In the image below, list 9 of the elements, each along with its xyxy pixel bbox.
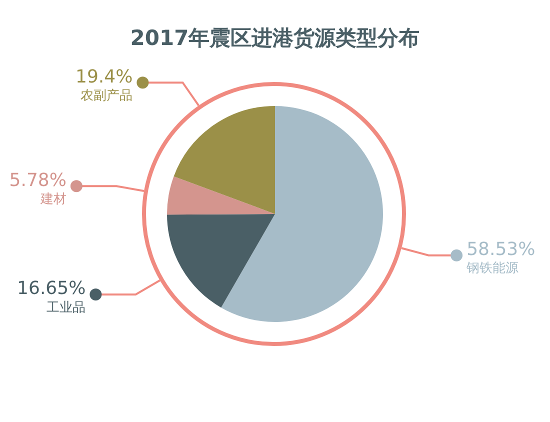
data-label: 58.53% — [466, 239, 536, 260]
data-label: 16.65% — [17, 278, 86, 300]
legend-label: 工业品 — [46, 300, 86, 316]
legend-label: 钢铁能源 — [466, 261, 519, 276]
legend-label: 农副产品 — [80, 88, 133, 104]
chart-title: 2017年震区进港货源类型分布 — [129, 25, 421, 52]
data-label: 19.4% — [76, 66, 133, 88]
legend-label: 建材 — [39, 192, 66, 207]
data-label: 5.78% — [9, 170, 66, 191]
